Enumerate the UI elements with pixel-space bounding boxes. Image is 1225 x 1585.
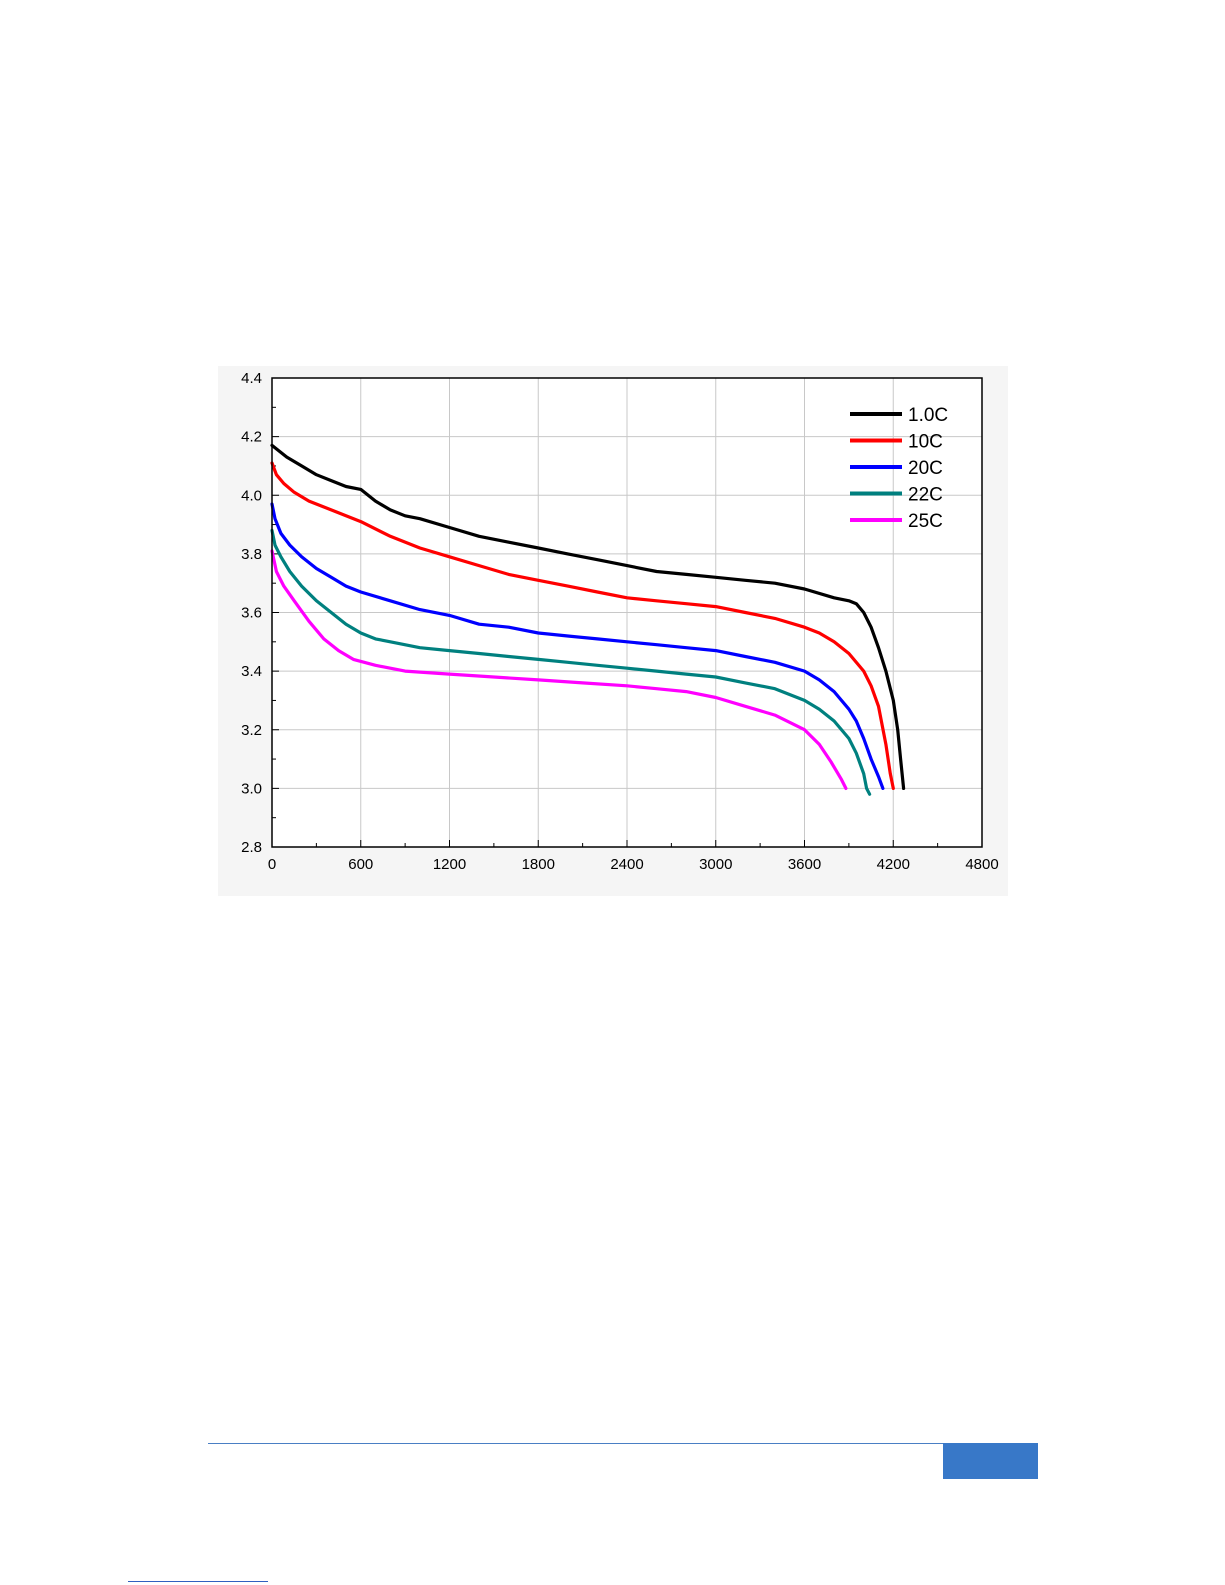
series-line-10c bbox=[270, 461, 895, 790]
y-tick-label: 4.2 bbox=[241, 429, 262, 446]
series-line-22c bbox=[270, 528, 872, 796]
x-tick-label: 600 bbox=[348, 856, 373, 873]
legend-label: 22C bbox=[908, 485, 943, 506]
plot-frame bbox=[271, 377, 983, 848]
y-tick-label: 3.8 bbox=[241, 546, 262, 563]
chart-svg: 0 600 1200 1800 2400 3000 3600 4200 4800 2.8 3.0 3.… bbox=[241, 370, 999, 873]
x-tick-label: 4200 bbox=[877, 856, 910, 873]
series-line-25c bbox=[270, 549, 848, 790]
y-tick-label: 4.4 bbox=[241, 370, 262, 387]
legend-label: 1.0C bbox=[908, 405, 948, 426]
y-tick-label: 2.8 bbox=[241, 839, 262, 856]
legend-label: 10C bbox=[908, 432, 943, 453]
footer-link-underline bbox=[128, 1581, 268, 1582]
voltage-discharge-chart: 0 600 1200 1800 2400 3000 3600 4200 4800 2.8 3.0 3.… bbox=[218, 366, 1008, 896]
y-tick-label: 3.6 bbox=[241, 605, 262, 622]
series-line-1-0c bbox=[270, 443, 906, 790]
x-tick-label: 3600 bbox=[788, 856, 821, 873]
series-line-20c bbox=[270, 502, 885, 790]
legend-label: 25C bbox=[908, 511, 943, 532]
x-tick-label: 3000 bbox=[699, 856, 732, 873]
y-tick-label: 3.0 bbox=[241, 780, 262, 797]
y-tick-label: 3.4 bbox=[241, 663, 262, 680]
x-tick-label: 2400 bbox=[610, 856, 643, 873]
y-tick-label: 4.0 bbox=[241, 487, 262, 504]
x-tick-label: 0 bbox=[268, 856, 276, 873]
x-tick-label: 1800 bbox=[522, 856, 555, 873]
page-number-box bbox=[943, 1443, 1038, 1479]
x-tick-label: 1200 bbox=[433, 856, 466, 873]
x-tick-label: 4800 bbox=[965, 856, 998, 873]
legend-label: 20C bbox=[908, 458, 943, 479]
footer-rule bbox=[208, 1443, 1038, 1444]
y-tick-label: 3.2 bbox=[241, 722, 262, 739]
